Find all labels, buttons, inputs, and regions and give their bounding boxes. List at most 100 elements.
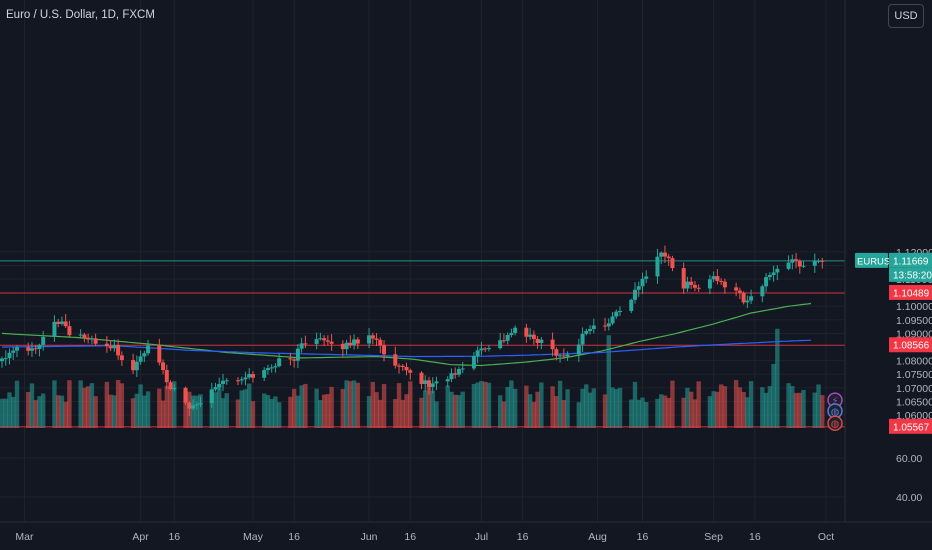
candle-body (198, 403, 203, 405)
candle-body (449, 373, 454, 380)
volume-bar (220, 398, 226, 428)
candle-body (764, 277, 769, 287)
candle-body (33, 348, 38, 350)
volume-bar (239, 390, 244, 428)
volume-bar (419, 397, 424, 428)
countdown-badge-value: 13:58:20 (893, 270, 932, 281)
volume-bar (299, 385, 304, 428)
candle-body (685, 281, 690, 289)
candle-body (400, 365, 405, 367)
candle-body (576, 344, 581, 355)
candle-body (164, 370, 169, 383)
volume-bar (52, 380, 57, 428)
candle-body (606, 323, 611, 327)
candle-body (659, 252, 664, 257)
candle-body (696, 287, 701, 289)
candle-body (138, 356, 143, 362)
candle-body (767, 274, 772, 278)
candle-body (14, 347, 19, 351)
price-badge-value: 1.11669 (893, 256, 929, 267)
candle-body (614, 311, 619, 317)
candle-body (265, 368, 270, 371)
volume-bar (587, 392, 593, 428)
price-tick-label: 1.10000 (896, 301, 932, 313)
volume-bar (288, 396, 293, 428)
volume-bar (59, 395, 65, 428)
candle-body (220, 380, 225, 384)
candle-body (314, 339, 319, 344)
time-tick-label: Jun (361, 531, 378, 543)
volume-bar (767, 386, 773, 428)
candle-body (524, 327, 529, 337)
candle-body (790, 259, 795, 263)
volume-bar (82, 387, 87, 428)
volume-bar (666, 397, 671, 428)
volume-tick-label: 60.00 (896, 453, 922, 465)
volume-bar (733, 380, 739, 428)
volume-bar (291, 388, 297, 428)
candle-body (0, 358, 4, 362)
volume-bar (138, 384, 143, 428)
volume-bar (250, 401, 256, 428)
volume-bar (26, 392, 31, 428)
candle-body (191, 405, 196, 409)
price-badge-value: 1.05567 (893, 422, 930, 433)
candle-body (367, 335, 372, 344)
moving-average-slow (2, 339, 812, 358)
candle-body (355, 339, 360, 344)
symbol-badge-label: EURUSD (857, 256, 897, 267)
candle-body (322, 338, 327, 341)
candle-body (591, 325, 596, 330)
volume-bar (142, 395, 147, 428)
candle-body (292, 359, 297, 361)
volume-bar (67, 380, 72, 428)
volume-bar (576, 402, 582, 428)
candle-body (434, 381, 439, 384)
volume-bar (213, 392, 218, 428)
candle-body (63, 321, 68, 327)
volume-bar (707, 396, 713, 428)
volume-bar (93, 396, 98, 428)
candle-body (295, 348, 300, 361)
candle-body (483, 348, 488, 350)
event-icon (827, 415, 843, 431)
candle-body (565, 354, 570, 357)
time-tick-label: Oct (818, 531, 834, 543)
volume-bar (763, 392, 769, 428)
candle-body (187, 402, 192, 409)
volume-bar (722, 386, 728, 428)
event-icon-glyph: ◍ (831, 407, 840, 418)
volume-bar (321, 394, 327, 428)
volume-bar (801, 389, 806, 428)
volume-bar (426, 385, 432, 428)
candle-body (471, 355, 476, 369)
candle-body (131, 360, 136, 371)
time-tick-label: Mar (15, 531, 34, 543)
candle-body (11, 350, 16, 353)
time-axis-background (0, 522, 932, 550)
volume-bar (434, 401, 439, 428)
candle-body (116, 344, 121, 356)
candle-body (771, 272, 776, 275)
volume-bar (0, 398, 5, 428)
volume-bar (565, 389, 570, 428)
candle-body (93, 338, 98, 344)
candle-body (430, 383, 435, 387)
volume-bar (737, 387, 743, 428)
volume-bar (224, 393, 229, 428)
candle-body (277, 358, 282, 367)
volume-bar (482, 381, 488, 428)
candle-body (584, 330, 589, 334)
volume-bar (247, 383, 252, 428)
candle-body (161, 362, 166, 371)
volume-bar (501, 401, 507, 428)
volume-bar (235, 399, 241, 428)
candle-body (640, 278, 645, 287)
candle-body (157, 345, 162, 363)
candle-body (370, 335, 375, 339)
volume-bar (404, 394, 409, 428)
currency-button[interactable]: USD (888, 4, 924, 28)
volume-bar (295, 395, 301, 428)
candle-body (426, 380, 431, 387)
